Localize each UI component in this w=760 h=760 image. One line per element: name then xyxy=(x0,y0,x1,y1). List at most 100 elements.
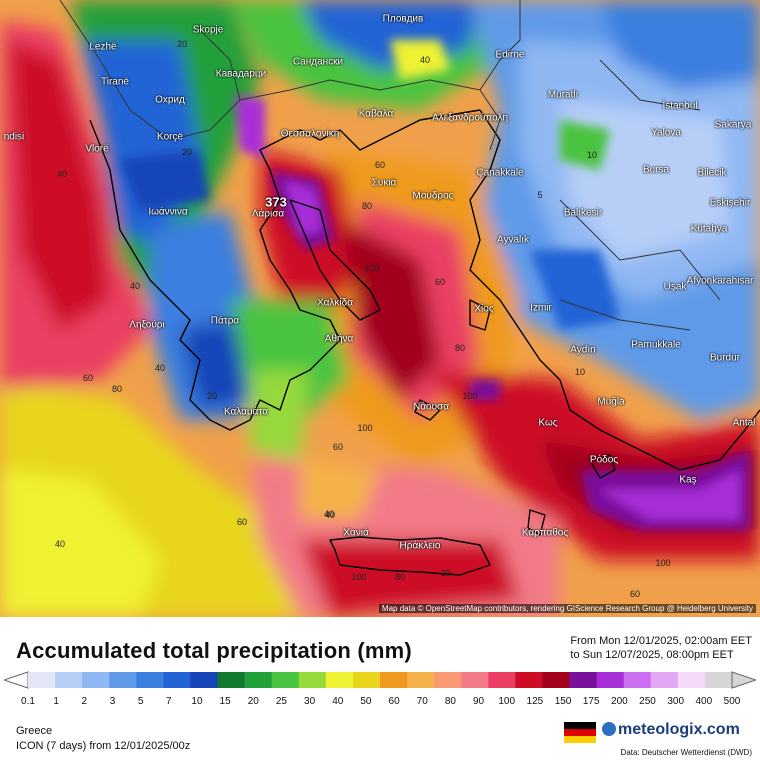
legend-swatch xyxy=(244,672,273,688)
legend-swatch xyxy=(163,672,191,688)
place-label: Сандански xyxy=(292,56,344,68)
place-label: Yalova xyxy=(651,127,681,139)
contour-label: 20 xyxy=(176,39,188,49)
place-label: Bursa xyxy=(642,164,670,176)
data-source: Data: Deutscher Wetterdienst (DWD) xyxy=(620,748,752,757)
legend-tick-label: 3 xyxy=(109,696,116,707)
place-label: Bilecik xyxy=(697,167,727,179)
contour-label: 40 xyxy=(56,169,68,179)
legend-tick-label: 40 xyxy=(332,696,344,707)
contour-label: 100 xyxy=(462,391,478,401)
legend-arrow-left xyxy=(4,671,29,689)
map-title: Accumulated total precipitation (mm) xyxy=(16,638,412,663)
legend-swatch xyxy=(623,672,652,688)
legend-tick-label: 5 xyxy=(137,696,144,707)
legend-swatch xyxy=(677,672,706,688)
contour-label: 40 xyxy=(129,281,141,291)
legend-swatch xyxy=(407,672,435,688)
legend-tick-label: 175 xyxy=(582,696,600,707)
contour-label: 20 xyxy=(440,568,452,578)
legend-swatch xyxy=(55,672,83,688)
contour-label: 20 xyxy=(181,147,193,157)
place-label: Uşak xyxy=(663,281,687,293)
contour-label: 40 xyxy=(324,510,336,520)
contour-label: 100 xyxy=(655,558,671,568)
place-label: Пловдив xyxy=(382,13,424,25)
time-range: From Mon 12/01/2025, 02:00am EET to Sun … xyxy=(570,634,752,662)
legend-tick-label: 0.1 xyxy=(21,696,35,707)
legend-tick-label: 20 xyxy=(247,696,259,707)
place-label: Tiranë xyxy=(101,76,129,88)
legend-swatch xyxy=(325,672,354,688)
legend-swatch xyxy=(380,672,408,688)
legend-tick-label: 50 xyxy=(360,696,372,707)
place-label: Lezhë xyxy=(89,41,117,53)
place-label: Burdur xyxy=(709,352,741,364)
contour-label: 80 xyxy=(111,384,123,394)
place-label: Χαλκίδα xyxy=(316,297,354,309)
legend-tick-label: 150 xyxy=(554,696,572,707)
legend-tick-label: 25 xyxy=(275,696,287,707)
legend-swatch xyxy=(136,672,164,688)
legend-tick-label: 30 xyxy=(304,696,316,707)
place-label: Skopje xyxy=(192,24,224,36)
legend-swatch xyxy=(298,672,327,688)
legend-swatch xyxy=(28,672,56,688)
place-label: Θεσσαλονίκη xyxy=(280,128,340,140)
place-label: Xίος xyxy=(474,303,494,315)
max-value-label: 373 xyxy=(265,194,287,210)
contour-label: 40 xyxy=(419,55,431,65)
place-label: Συκιά xyxy=(371,177,397,189)
place-label: Αθήνα xyxy=(324,333,354,345)
region-name: Greece xyxy=(16,725,53,737)
legend-tick-label: 300 xyxy=(667,696,685,707)
place-label: Ιωάννινα xyxy=(148,206,188,218)
legend-swatch xyxy=(569,672,598,688)
legend-tick-label: 70 xyxy=(416,696,428,707)
place-label: Ayvalık xyxy=(496,234,530,246)
legend-arrow-right xyxy=(731,671,756,689)
place-label: Pamukkale xyxy=(631,339,681,351)
place-label: Muğla xyxy=(597,396,625,408)
legend-tick-label: 10 xyxy=(191,696,203,707)
legend-tick-label: 400 xyxy=(695,696,713,707)
place-label: ndisi xyxy=(3,131,25,143)
place-label: Κως xyxy=(538,417,558,429)
contour-label: 60 xyxy=(374,160,386,170)
legend-tick-label: 100 xyxy=(498,696,516,707)
place-label: Çanakkale xyxy=(476,167,524,179)
contour-label: 80 xyxy=(361,201,373,211)
place-label: İzmir xyxy=(530,302,552,314)
place-label: Balıkesir xyxy=(563,207,603,219)
precipitation-field xyxy=(0,0,760,617)
place-label: Καβάλα xyxy=(358,108,394,120)
place-label: Edirne xyxy=(495,49,525,61)
legend-swatch xyxy=(217,672,246,688)
contour-label: 5 xyxy=(537,190,543,200)
contour-label: 60 xyxy=(236,517,248,527)
place-label: Ηράκλειο xyxy=(399,540,441,552)
legend-tick-label: 15 xyxy=(219,696,231,707)
legend-swatch xyxy=(542,672,571,688)
brand-logo[interactable]: meteologix.com xyxy=(602,721,740,739)
legend-swatch xyxy=(271,672,300,688)
contour-label: 60 xyxy=(332,442,344,452)
place-label: Κάρπαθος xyxy=(521,527,569,539)
brand-name: meteologix.com xyxy=(618,721,740,738)
place-label: Afyonkarahisar xyxy=(686,275,754,287)
time-range-start: From Mon 12/01/2025, 02:00am EET xyxy=(570,635,752,647)
time-range-end: to Sun 12/07/2025, 08:00pm EET xyxy=(570,649,734,661)
color-legend xyxy=(4,671,756,689)
contour-label: 100 xyxy=(357,423,373,433)
legend-tick-label: 200 xyxy=(611,696,628,707)
contour-label: 60 xyxy=(629,589,641,599)
place-label: Λάρισα xyxy=(251,208,285,220)
precipitation-map[interactable]: Lezhë Skopje Пловдив Tiranë Кавадарци Са… xyxy=(0,0,760,617)
contour-label: 80 xyxy=(454,343,466,353)
model-info: ICON (7 days) from 12/01/2025/00z xyxy=(16,740,191,752)
contour-label: 40 xyxy=(323,509,335,519)
place-label: Sakarya xyxy=(714,119,752,131)
legend-tick-label: 90 xyxy=(472,696,485,707)
place-label: İstanbul xyxy=(662,100,698,112)
place-label: Ληξούρι xyxy=(129,319,165,331)
